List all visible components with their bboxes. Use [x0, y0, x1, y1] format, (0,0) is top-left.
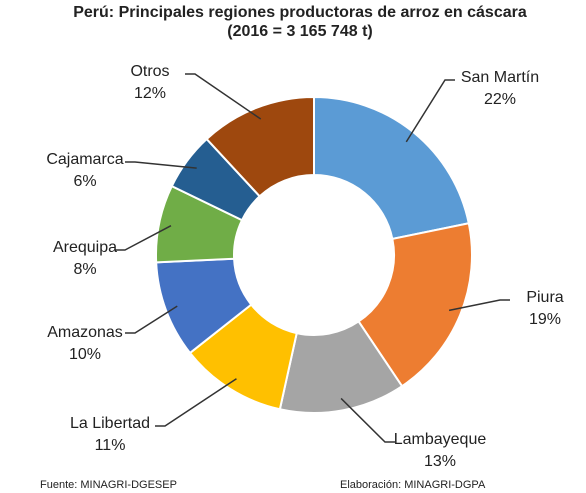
leader-line — [185, 73, 262, 120]
leader-line — [125, 161, 197, 169]
donut-slice — [313, 95, 470, 241]
donut-slice — [357, 222, 473, 388]
source-note: Fuente: MINAGRI-DGESEP — [40, 479, 177, 491]
leader-line — [405, 79, 455, 143]
slice-value-label: 22% — [484, 91, 516, 108]
slice-value-label: 12% — [134, 85, 166, 102]
slice-value-label: 6% — [73, 173, 96, 190]
leader-line — [115, 225, 172, 251]
leader-line — [125, 305, 178, 334]
slice-value-label: 8% — [73, 261, 96, 278]
credit-note: Elaboración: MINAGRI-DGPA — [340, 479, 486, 491]
slice-label: Lambayeque — [394, 431, 487, 448]
slice-label: Arequipa — [53, 239, 117, 256]
chart-title: Perú: Principales regiones productoras d… — [73, 4, 527, 21]
slice-label: Cajamarca — [46, 151, 123, 168]
slice-value-label: 11% — [95, 437, 126, 454]
chart-subtitle: (2016 = 3 165 748 t) — [227, 23, 372, 40]
slice-label: Amazonas — [47, 324, 123, 341]
slice-label: Otros — [130, 63, 169, 80]
donut-slice — [205, 95, 315, 198]
slice-label: Piura — [526, 289, 563, 306]
slice-label: San Martín — [461, 69, 539, 86]
slice-value-label: 10% — [69, 346, 101, 363]
leader-line — [155, 378, 237, 427]
slice-value-label: 19% — [529, 311, 561, 328]
leader-line — [448, 299, 510, 312]
slice-value-label: 13% — [424, 453, 456, 470]
slice-label: La Libertad — [70, 415, 150, 432]
leader-line — [340, 397, 395, 443]
